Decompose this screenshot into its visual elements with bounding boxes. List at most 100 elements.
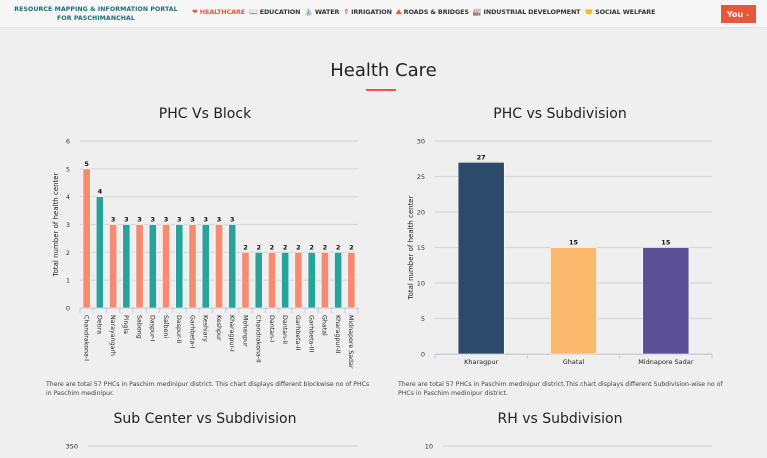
bar-kharagpur-i [228, 224, 237, 309]
brand-line-2: FOR PASCHIMANCHAL [57, 15, 135, 22]
bar-keshpur [215, 224, 223, 309]
data-label: 3 [151, 216, 156, 224]
data-label: 3 [230, 216, 235, 224]
bar-kharagpur-ii [334, 252, 343, 309]
data-label: 3 [137, 216, 142, 224]
nav-item-healthcare[interactable]: ❤ HEALTHCARE [192, 8, 245, 16]
x-tick-label: Ghatal [321, 315, 328, 336]
user-menu-button[interactable]: You ⌄ [721, 5, 756, 23]
data-label: 3 [203, 216, 208, 224]
data-label: 4 [98, 188, 103, 196]
bar-midnapore-sadar [642, 247, 690, 355]
nav-item-label: INDUSTRIAL DEVELOPMENT [483, 8, 581, 16]
data-label: 3 [164, 216, 169, 224]
chart-title-phc-subdivision: PHC vs Subdivision [493, 106, 627, 122]
x-tick-label: Kharagpur-II [334, 315, 341, 354]
nav-item-label: WATER [314, 8, 340, 16]
data-label: 2 [283, 243, 288, 251]
y-tick-label: 10 [417, 280, 425, 288]
x-tick-label: Salboni [162, 315, 169, 338]
x-tick-label: Pingla [122, 315, 129, 334]
data-label: 2 [336, 243, 341, 251]
nav-item-label: IRRIGATION [351, 8, 392, 16]
y-tick-label: 10 [425, 443, 433, 451]
y-tick-label: 4 [66, 193, 70, 201]
portal-logo[interactable]: RESOURCE MAPPING & INFORMATION PORTAL FO… [6, 5, 186, 23]
x-tick-label: Dantan-II [281, 315, 288, 344]
data-label: 3 [111, 216, 116, 224]
x-tick-label: Midnapore Sadar [638, 358, 694, 366]
y-tick-label: 2 [66, 249, 70, 257]
road-icon: ⛰ [395, 8, 402, 16]
data-label: 2 [309, 243, 314, 251]
handshake-icon: 🤝 [584, 8, 594, 16]
x-tick-label: Mohanpur [241, 315, 248, 347]
y-tick-label: 6 [66, 138, 70, 146]
y-tick-label: 20 [417, 209, 425, 217]
data-label: 2 [270, 243, 275, 251]
nav-item-label: SOCIAL WELFARE [595, 8, 656, 16]
y-axis-label: Total number of health center [407, 195, 415, 300]
tap-icon: ⛲ [304, 8, 313, 16]
y-tick-label: 0 [66, 305, 70, 313]
bar-debra [95, 196, 104, 309]
data-label: 3 [190, 216, 195, 224]
irrigation-icon: ⚱ [343, 8, 350, 16]
data-label: 3 [217, 216, 222, 224]
x-tick-label: Chandrakona-I [82, 315, 89, 361]
x-tick-label: Garhbeta-I [188, 315, 195, 349]
bar-narayangarh [109, 224, 118, 309]
data-label: 2 [296, 243, 301, 251]
nav-item-roads-bridges[interactable]: ⛰ ROADS & BRIDGES [396, 8, 469, 16]
x-tick-label: Keshiary [202, 315, 209, 342]
y-tick-label: 15 [417, 244, 425, 252]
y-tick-label: 30 [417, 138, 425, 146]
bar-kharagpur [457, 162, 505, 355]
x-tick-label: Narayangarh [109, 315, 116, 356]
nav-item-industrial-development[interactable]: 🏭 INDUSTRIAL DEVELOPMENT [473, 8, 581, 16]
x-tick-label: Sabong [135, 315, 142, 339]
bar-dantan-ii [281, 252, 290, 309]
nav-item-education[interactable]: 📖 EDUCATION [249, 8, 300, 16]
chart-title-phc-block: PHC Vs Block [158, 106, 252, 122]
x-tick-label: Garhbeta-III [307, 315, 314, 352]
y-tick-label: 25 [417, 173, 425, 181]
bar-garhbeta-ii [294, 252, 303, 309]
chevron-down-icon: ⌄ [745, 10, 751, 18]
chart-title-subcenter-subdivision: Sub Center vs Subdivision [113, 411, 297, 427]
nav-item-label: HEALTHCARE [199, 8, 246, 16]
bar-sabong [135, 224, 144, 309]
x-tick-label: Kharagpur [464, 358, 498, 366]
y-tick-label: 5 [66, 165, 70, 173]
data-label: 27 [477, 153, 486, 161]
nav-item-social-welfare[interactable]: 🤝 SOCIAL WELFARE [584, 8, 655, 16]
brand-line-1: RESOURCE MAPPING & INFORMATION PORTAL [14, 6, 178, 13]
y-tick-label: 0 [421, 351, 425, 359]
data-label: 3 [177, 216, 182, 224]
data-label: 15 [569, 239, 579, 247]
chart-title-rh-subdivision: RH vs Subdivision [497, 411, 623, 427]
book-icon: 📖 [249, 8, 258, 16]
main-nav: ❤ HEALTHCARE 📖 EDUCATION ⛲ WATER ⚱ IRRIGATION ⛰ R… [192, 8, 712, 16]
nav-item-water[interactable]: ⛲ WATER [304, 8, 339, 16]
x-tick-label: Debra [96, 315, 103, 334]
nav-item-irrigation[interactable]: ⚱ IRRIGATION [343, 8, 392, 16]
factory-icon: 🏭 [472, 8, 482, 16]
bar-salboni [162, 224, 170, 309]
bar-pingla [122, 224, 131, 309]
x-tick-label: Midnapore Sadar [347, 315, 354, 369]
bar-daspur-i [148, 224, 157, 309]
x-tick-label: Garhbeta-II [294, 315, 301, 351]
data-label: 2 [349, 243, 354, 251]
bar-chandrakona-ii [254, 252, 263, 309]
data-label: 2 [323, 243, 328, 251]
x-tick-label: Dantan-I [268, 315, 275, 342]
bar-midnapore-sadar [347, 252, 356, 309]
x-tick-label: Keshpur [215, 315, 222, 341]
phc-subdivision-description: There are total 57 PHCs in Paschim medin… [398, 381, 723, 397]
bar-garhbeta-iii [307, 252, 316, 309]
bar-keshiary [201, 224, 210, 309]
y-tick-label: 3 [66, 221, 70, 229]
user-menu-label: You [726, 9, 744, 19]
